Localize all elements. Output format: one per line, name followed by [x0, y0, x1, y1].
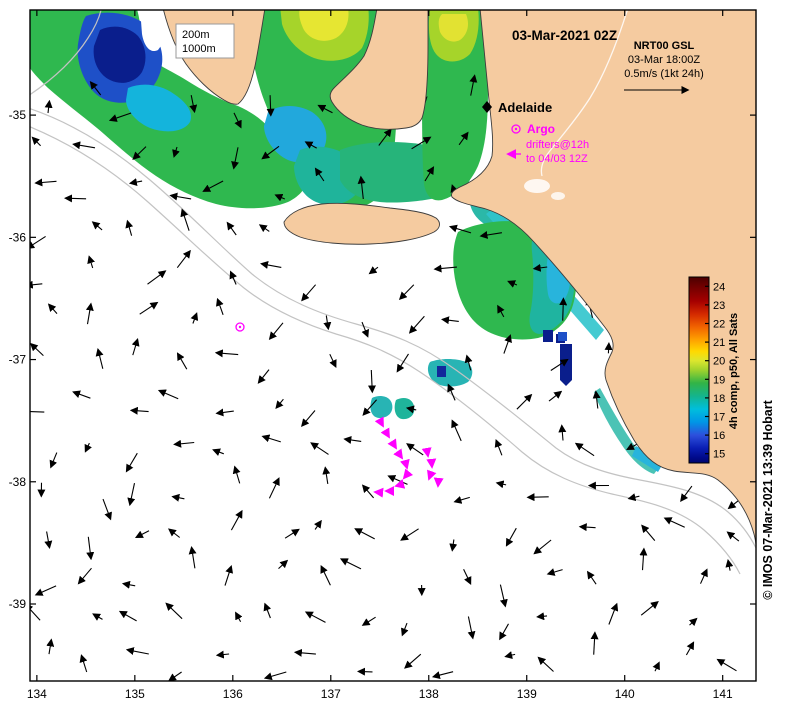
- colorbar-tick-label: 21: [713, 337, 725, 349]
- colorbar-tick-label: 24: [713, 281, 725, 293]
- drifter-arrow: [438, 478, 439, 486]
- x-axis-label: 137: [321, 687, 341, 700]
- x-axis-label: 134: [27, 687, 47, 700]
- colorbar-tick-label: 19: [713, 374, 725, 386]
- depth-1000m-label: 1000m: [182, 43, 216, 55]
- colorbar-tick-label: 16: [713, 430, 725, 442]
- colorbar-tick-label: 22: [713, 319, 725, 331]
- drifters-legend-line2: to 04/03 12Z: [526, 153, 588, 165]
- gsl-model-label: NRT00 GSL: [634, 40, 695, 52]
- current-vector: [528, 497, 549, 498]
- lake-alexandrina: [524, 179, 550, 193]
- depth-200m-label: 200m: [182, 29, 210, 41]
- x-axis-label: 135: [125, 687, 145, 700]
- colorbar-tick-label: 20: [713, 356, 725, 368]
- x-axis-label: 136: [223, 687, 243, 700]
- y-axis-label: -39: [9, 597, 27, 611]
- current-vector: [66, 198, 87, 199]
- x-axis-label: 140: [615, 687, 635, 700]
- x-axis-label: 141: [713, 687, 733, 700]
- colorbar-tick-label: 18: [713, 393, 725, 405]
- current-vector: [563, 299, 564, 321]
- y-axis-label: -38: [9, 475, 27, 489]
- adelaide-label: Adelaide: [498, 100, 552, 115]
- x-axis-label: 138: [419, 687, 439, 700]
- argo-legend-label: Argo: [527, 122, 555, 136]
- sst-patch-navy-bar: [560, 344, 572, 386]
- x-axis-label: 139: [517, 687, 537, 700]
- y-axis-label: -35: [9, 108, 27, 122]
- current-vector: [359, 671, 373, 672]
- date-title: 03-Mar-2021 02Z: [512, 28, 617, 43]
- current-vector: [270, 95, 271, 115]
- drifters-legend-line1: drifters@12h: [526, 139, 589, 151]
- argo-float-dot: [239, 326, 241, 328]
- colorbar-tick-label: 15: [713, 449, 725, 461]
- sst-patch-navy-a: [437, 366, 446, 377]
- gsl-time-label: 03-Mar 18:00Z: [628, 54, 700, 66]
- drifter-arrow: [375, 492, 383, 493]
- argo-legend-dot: [515, 128, 517, 130]
- current-vector: [608, 344, 609, 354]
- sst-patch-navy-spot1: [543, 330, 553, 342]
- colorbar-label: 4h comp, p50, All Sats: [728, 313, 740, 429]
- y-axis-label: -36: [9, 230, 27, 244]
- colorbar-tick-label: 17: [713, 412, 725, 424]
- y-axis-label: -37: [9, 353, 27, 367]
- attribution-text: © IMOS 07-Mar-2021 13:39 Hobart: [761, 399, 775, 599]
- sst-patch-blue-spot: [558, 332, 567, 341]
- gsl-scale-label: 0.5m/s (1kt 24h): [624, 68, 703, 80]
- colorbar-tick-label: 23: [713, 300, 725, 312]
- drifter-arrow: [431, 459, 432, 467]
- lake-albert: [551, 192, 565, 200]
